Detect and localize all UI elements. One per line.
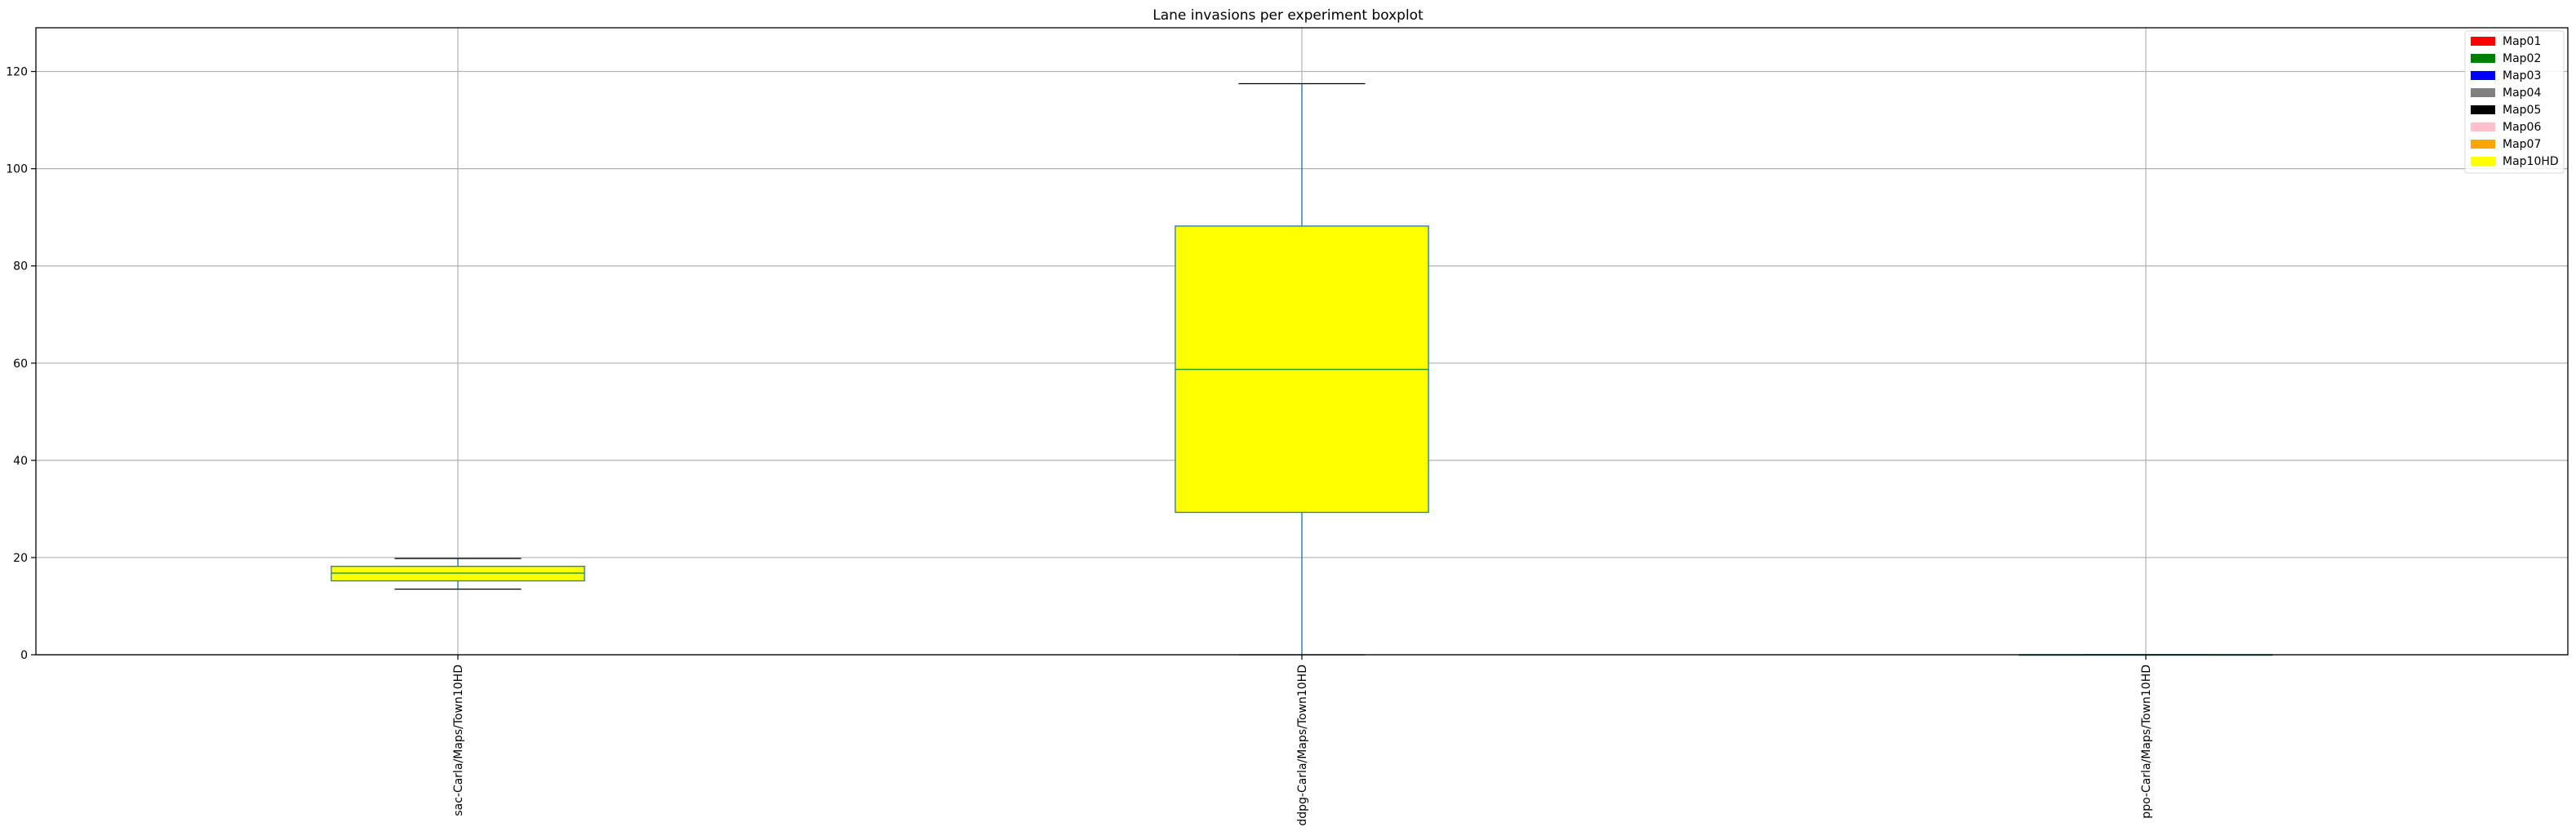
y-tick-label: 0 <box>20 649 28 662</box>
legend-swatch <box>2471 157 2495 166</box>
legend-label: Map06 <box>2503 121 2541 134</box>
legend-swatch <box>2471 88 2495 97</box>
y-tick-label: 20 <box>13 552 28 565</box>
y-tick-label: 100 <box>6 163 28 176</box>
chart-title: Lane invasions per experiment boxplot <box>1153 7 1423 24</box>
legend-swatch <box>2471 105 2495 114</box>
plot-area-frame <box>35 27 2569 656</box>
x-tick-label: ddpg-Carla/Maps/Town10HD <box>1296 665 1309 826</box>
legend-frame <box>2464 30 2565 174</box>
legend-swatch <box>2471 37 2495 46</box>
y-tick-label: 40 <box>13 455 28 468</box>
boxplot-2 <box>1175 82 1429 656</box>
y-tick-label: 120 <box>6 66 28 79</box>
legend-swatch <box>2471 71 2495 80</box>
legend-swatch <box>2471 54 2495 63</box>
legend-label: Map01 <box>2503 35 2541 48</box>
y-tick-label: 60 <box>13 358 28 371</box>
y-tick-label: 80 <box>13 260 28 273</box>
x-tick-label: ppo-Carla/Maps/Town10HD <box>2140 665 2153 819</box>
x-tick-label: sac-Carla/Maps/Town10HD <box>452 665 465 816</box>
legend-label: Map02 <box>2503 52 2541 65</box>
legend: Map01 Map02 Map03 Map04 Map05 Map06 Map07 Map10… <box>2464 30 2565 174</box>
x-axis: sac-Carla/Maps/Town10HD ddpg-Carla/Maps/T… <box>452 655 2153 826</box>
legend-label: Map07 <box>2503 138 2541 151</box>
box-layer <box>331 82 2273 656</box>
legend-swatch <box>2471 122 2495 131</box>
legend-label: Map10HD <box>2503 155 2559 168</box>
boxplot-1 <box>331 558 585 590</box>
legend-label: Map05 <box>2503 104 2541 117</box>
legend-label: Map04 <box>2503 87 2541 100</box>
legend-swatch <box>2471 140 2495 149</box>
y-axis: 0 20 40 60 80 100 120 <box>6 66 36 662</box>
legend-label: Map03 <box>2503 69 2541 82</box>
